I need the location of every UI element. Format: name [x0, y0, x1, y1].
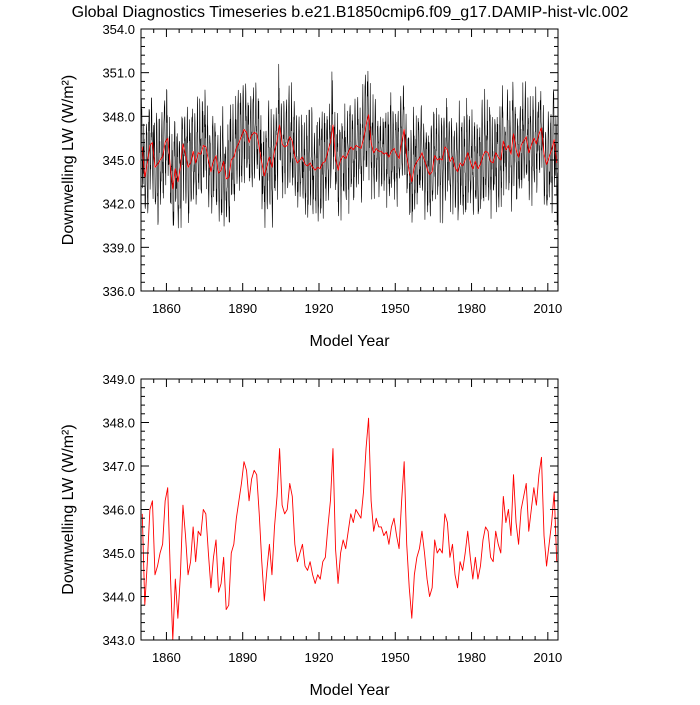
top-timeseries-panel: 1860 1890 1920 1950 1980 2010 336.0 339.0 342.0 3…: [60, 22, 562, 350]
y-axis-label: Downwelling LW (W/m²): [60, 75, 77, 245]
y-tick-label: 348.0: [102, 416, 135, 431]
x-tick-label: 1860: [152, 650, 181, 665]
y-tick-label: 349.0: [102, 372, 135, 387]
x-tick-label: 1860: [152, 301, 181, 316]
y-axis-label: Downwelling LW (W/m²): [60, 424, 77, 594]
y-tick-label: 354.0: [102, 22, 135, 37]
x-tick-label: 1890: [228, 301, 257, 316]
y-tick-label: 342.0: [102, 197, 135, 212]
y-tick-label: 347.0: [102, 459, 135, 474]
annual-mean-series-line-0-1: [141, 114, 558, 190]
bottom-timeseries-panel: 1860 1890 1920 1950 1980 2010 343.0 344.0 345.0 3…: [60, 372, 562, 699]
x-tick-label: 1920: [305, 301, 334, 316]
annual-mean-series-line-1-0: [141, 417, 558, 640]
x-tick-label: 1980: [457, 301, 486, 316]
x-axis-label: Model Year: [309, 682, 390, 699]
x-axis-label: Model Year: [309, 333, 390, 350]
y-tick-label: 344.0: [102, 590, 135, 605]
x-tick-label: 1980: [457, 650, 486, 665]
y-tick-label: 345.0: [102, 153, 135, 168]
y-tick-label: 348.0: [102, 109, 135, 124]
figure-title: Global Diagnostics Timeseries b.e21.B185…: [72, 4, 629, 21]
y-tick-label: 345.0: [102, 546, 135, 561]
y-tick-label: 339.0: [102, 240, 135, 255]
x-tick-label: 1950: [381, 650, 410, 665]
x-tick-label: 1920: [305, 650, 334, 665]
monthly-series-line-0-0: [141, 63, 558, 229]
y-tick-label: 346.0: [102, 503, 135, 518]
x-tick-label: 2010: [533, 301, 562, 316]
x-tick-label: 1950: [381, 301, 410, 316]
y-tick-label: 343.0: [102, 633, 135, 648]
y-tick-label: 336.0: [102, 284, 135, 299]
x-tick-label: 2010: [533, 650, 562, 665]
y-tick-label: 351.0: [102, 66, 135, 81]
x-tick-label: 1890: [228, 650, 257, 665]
